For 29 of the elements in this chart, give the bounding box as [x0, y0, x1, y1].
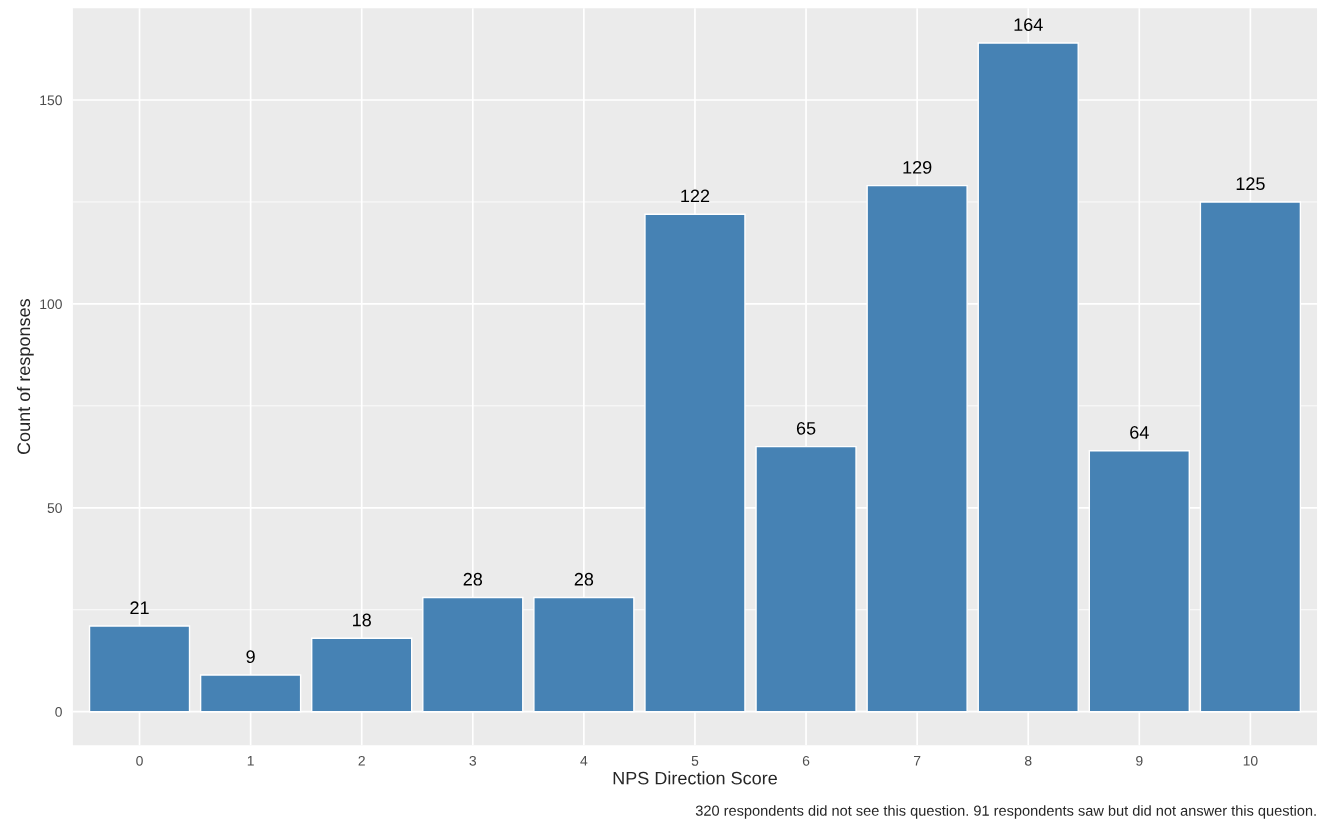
data-label: 125: [1236, 177, 1265, 191]
x-tick-label: 7: [913, 756, 921, 766]
data-label: 64: [1130, 426, 1149, 439]
y-axis-title: Count of responses: [16, 299, 34, 455]
data-label: 18: [353, 613, 371, 627]
x-tick-label: 5: [691, 756, 699, 766]
x-tick-label: 4: [580, 756, 588, 766]
x-tick-label: 3: [469, 755, 477, 766]
y-tick-label: 0: [55, 707, 62, 717]
y-tick-label: 100: [40, 299, 62, 310]
text: 320 respondents did not see this question. 91 respondents saw but did not answer this question.: [695, 805, 1316, 819]
data-label: 129: [903, 160, 932, 174]
x-tick-label: 8: [1024, 755, 1032, 766]
data-label: 164: [1014, 18, 1043, 32]
x-tick-label: 2: [358, 755, 365, 766]
x-tick-label: 10: [1243, 755, 1258, 766]
y-tick-label: 150: [40, 95, 62, 106]
x-tick-label: 6: [802, 755, 810, 766]
data-label: 21: [130, 601, 149, 614]
data-label: 28: [463, 572, 483, 586]
data-label: 65: [796, 421, 816, 435]
x-tick-label: 0: [136, 755, 143, 766]
data-label: 28: [574, 572, 594, 586]
x-tick-label: 9: [1136, 755, 1143, 766]
y-tick-label: 50: [47, 503, 62, 513]
x-tick-label: 1: [247, 756, 254, 766]
data-label: 9: [246, 650, 255, 664]
data-label: 122: [681, 189, 710, 203]
x-axis-title: NPS Direction Score: [613, 771, 777, 785]
